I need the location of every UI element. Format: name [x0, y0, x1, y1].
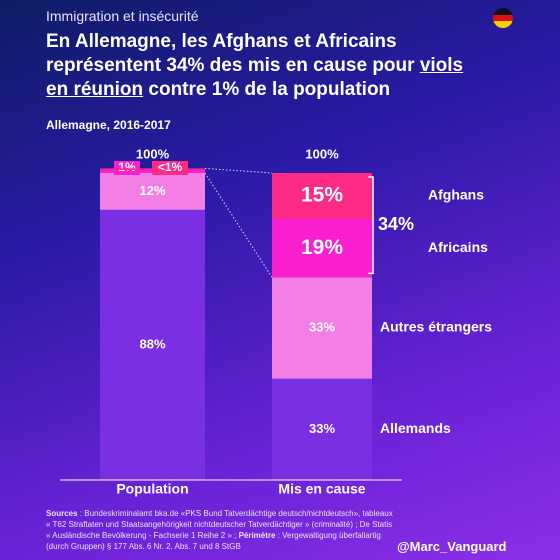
total-label: 100% — [305, 146, 339, 161]
title-part: viols en réunion — [46, 55, 464, 100]
title-part: En Allemagne, les Afghans et Africains r… — [46, 31, 420, 76]
label-box — [114, 161, 140, 175]
subtitle: Allemagne, 2016-2017 — [46, 118, 171, 132]
connector — [204, 167, 273, 174]
flag — [493, 8, 513, 28]
bar-segment — [100, 209, 205, 480]
value-label: 1% — [118, 160, 136, 174]
header: Immigration et insécurité — [46, 8, 199, 24]
bracket — [368, 176, 374, 275]
legend-label: Allemands — [380, 420, 451, 436]
source-part: Sources — [46, 509, 78, 518]
legend-label: Afghans — [428, 187, 484, 203]
title-part: contre 1% de la population — [143, 79, 391, 100]
x-tick-label: Mis en cause — [278, 481, 365, 497]
annotation: 34% — [378, 214, 414, 234]
bar-segment — [272, 219, 372, 278]
legend-label: Autres étrangers — [380, 319, 492, 335]
value-label: <1% — [158, 160, 183, 174]
sources: Sources : Bundeskriminalamt bka.de «PKS … — [46, 508, 396, 552]
source-part: Périmètre — [238, 531, 276, 540]
label-box — [152, 161, 188, 175]
bar-segment — [272, 378, 372, 480]
bar-segment — [272, 277, 372, 379]
value-label: 19% — [301, 236, 343, 259]
value-label: 33% — [309, 421, 335, 436]
credit: @Marc_Vanguard — [397, 539, 507, 554]
value-label: 15% — [301, 184, 343, 207]
legend-label: Africains — [428, 239, 488, 255]
source-part: : Vergewaltigung überfallartig (durch Gr… — [46, 531, 381, 551]
value-label: 33% — [309, 319, 335, 334]
chart: 88%12%1% <1%100%Population33%33%19%15%100… — [100, 8, 513, 497]
x-tick-label: Population — [116, 481, 188, 497]
total-label: 100% — [136, 146, 170, 161]
chart-title: En Allemagne, les Afghans et Africains r… — [46, 30, 466, 102]
bar-segment — [272, 173, 372, 220]
connector — [204, 172, 273, 278]
value-label: 12% — [139, 183, 165, 198]
bar-segment — [100, 173, 205, 210]
value-label: 88% — [139, 336, 165, 351]
source-part: : Bundeskriminalamt bka.de «PKS Bund Tat… — [46, 509, 393, 540]
